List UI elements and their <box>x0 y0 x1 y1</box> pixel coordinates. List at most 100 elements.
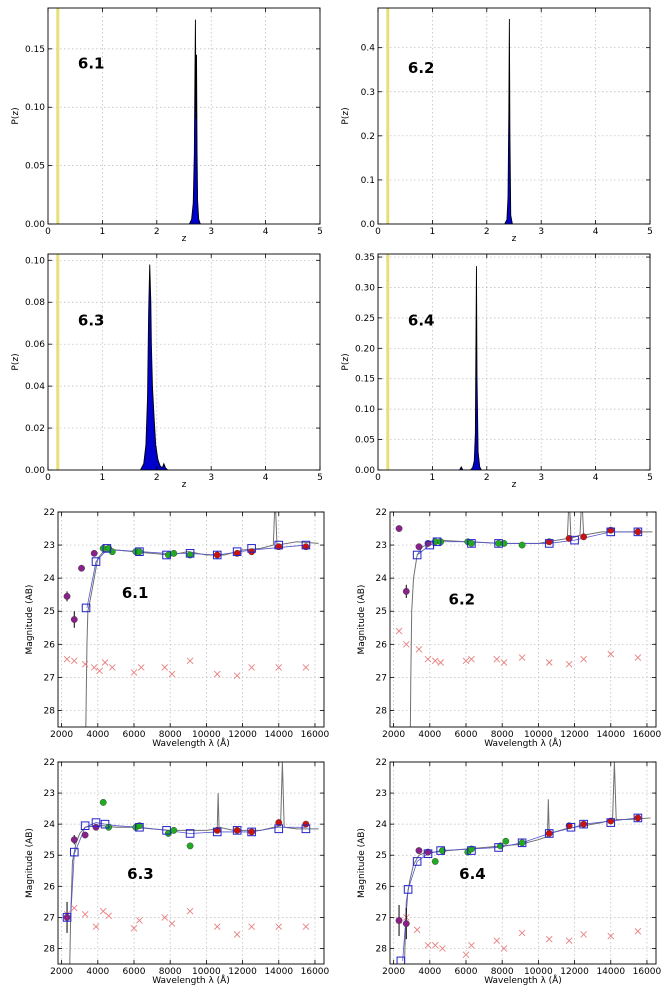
axes-frame <box>47 253 321 471</box>
observed-point-uv <box>63 913 71 921</box>
y-tick-label: 24 <box>44 574 56 584</box>
x-tick-label: 12000 <box>228 730 257 740</box>
upper-limit-stroke <box>248 923 255 931</box>
upper-limit-stroke <box>137 664 145 671</box>
y-tick-label: 26 <box>376 882 388 892</box>
upper-limit-marker <box>565 937 573 945</box>
upper-limit-marker <box>634 654 642 661</box>
x-tick-label: 4000 <box>86 730 109 740</box>
model-magnitude-square <box>423 849 433 858</box>
y-tick-label: 27 <box>376 673 387 683</box>
y-tick-label: 22 <box>376 758 387 768</box>
upper-limit-stroke <box>415 645 423 653</box>
upper-limit-marker <box>168 670 176 678</box>
observed-point-optical <box>99 799 107 806</box>
upper-limit-marker <box>213 923 221 931</box>
x-tick-label: 8000 <box>491 967 514 977</box>
model-magnitude-square <box>135 547 144 556</box>
model-magnitude-square <box>494 843 503 852</box>
model-magnitude-square <box>81 603 91 613</box>
pz-area <box>140 264 168 470</box>
upper-limit-stroke <box>634 928 642 935</box>
grid-lines <box>390 762 656 964</box>
x-tick-label: 2 <box>484 473 490 483</box>
axes-frame <box>377 253 651 471</box>
y-tick-label: 23 <box>44 789 55 799</box>
upper-limit-marker <box>634 928 642 935</box>
upper-limit-marker <box>233 672 241 680</box>
y-tick-label: 24 <box>44 820 56 830</box>
upper-limit-stroke <box>634 654 642 661</box>
observed-point-nir <box>275 543 283 551</box>
upper-limit-marker <box>462 657 470 665</box>
upper-limit-marker <box>96 667 103 675</box>
ticks: 0 1 2 3 4 5 0.00 0.05 0.10 0.15 0.20 0.25 0.30 0.35 <box>355 253 653 483</box>
observed-point-optical <box>431 858 439 865</box>
x-axis-label: z <box>182 480 187 490</box>
model-magnitude-square <box>232 826 242 835</box>
x-tick-label: 0 <box>45 473 51 483</box>
y-axis-label: Magnitude (AB) <box>357 585 367 655</box>
x-tick-label: 2000 <box>50 967 73 977</box>
model-magnitude-square <box>185 549 195 558</box>
model-magnitude-square <box>232 547 242 556</box>
upper-limit-stroke <box>462 657 470 665</box>
upper-limit-marker <box>431 942 439 949</box>
model-magnitude-square <box>69 847 79 857</box>
observed-point-nir <box>213 551 221 559</box>
observed-point-nir <box>248 828 256 836</box>
upper-limit-stroke <box>468 655 475 663</box>
observed-point-nir <box>545 538 553 546</box>
observed-point-optical <box>186 842 194 850</box>
panel-label: 6.2 <box>449 590 476 608</box>
x-tick-label: 10000 <box>524 967 553 977</box>
x-tick-label: 8000 <box>159 967 182 977</box>
upper-limit-marker <box>462 951 470 958</box>
template-spectrum <box>69 762 319 964</box>
model-magnitude-square <box>412 550 422 560</box>
observed-point-optical <box>500 540 508 547</box>
panel-label: 6.1 <box>78 54 105 72</box>
x-tick-label: 4 <box>593 227 599 237</box>
x-tick-label: 4 <box>263 473 269 483</box>
x-tick-label: 12000 <box>560 730 589 740</box>
y-tick-label: 25 <box>44 851 55 861</box>
observed-point-optical <box>186 551 194 559</box>
upper-limit-stroke <box>101 659 109 666</box>
grid-lines <box>378 254 650 470</box>
ticks: 0 1 2 3 4 5 0.0 0.1 0.2 0.3 0.4 <box>361 8 653 237</box>
ticks: 2000 4000 6000 8000 10000 12000 14000 16000 22 23… <box>44 508 330 740</box>
upper-limit-stroke <box>424 942 432 949</box>
model-magnitude-square <box>517 838 527 848</box>
chart-panel-2: 6.2 0 1 2 3 4 5 0.0 0.1 0.2 0.3 0.4 z P(z) <box>341 7 653 244</box>
x-tick-label: 16000 <box>633 730 662 740</box>
grid-lines <box>58 512 324 727</box>
upper-limit-marker <box>468 942 475 949</box>
upper-limit-stroke <box>233 672 241 680</box>
axes-frame <box>377 7 651 225</box>
observed-point-optical <box>170 826 178 834</box>
y-tick-label: 0.00 <box>25 466 45 476</box>
model-magnitude-square <box>467 539 476 548</box>
ticks: 2000 4000 6000 8000 10000 12000 14000 16000 22 23… <box>44 758 330 977</box>
model-magnitude-square <box>606 527 616 537</box>
x-tick-label: 4 <box>263 227 269 237</box>
upper-limit-stroke <box>233 931 241 938</box>
upper-limit-stroke <box>395 627 403 635</box>
model-magnitude-square <box>566 822 576 832</box>
pz-area <box>459 266 482 470</box>
data-layer <box>395 762 651 964</box>
y-tick-label: 0.30 <box>355 283 375 293</box>
observed-point-uv <box>395 917 403 924</box>
y-tick-label: 26 <box>44 640 56 650</box>
model-line <box>416 531 638 556</box>
upper-limit-stroke <box>70 657 78 665</box>
upper-limit-marker <box>437 659 444 666</box>
y-tick-label: 0.1 <box>361 176 375 186</box>
upper-limit-marker <box>70 904 78 912</box>
observed-point-uv <box>92 823 100 831</box>
upper-limit-stroke <box>545 935 553 943</box>
observed-point-nir <box>580 820 588 828</box>
x-tick-label: 2000 <box>382 730 405 740</box>
model-magnitude-square <box>432 537 442 547</box>
